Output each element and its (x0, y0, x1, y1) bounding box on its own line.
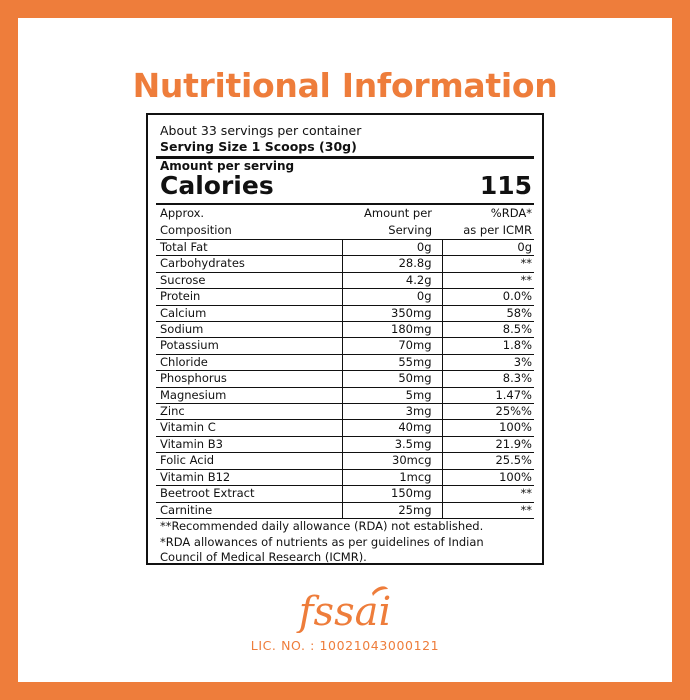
nutrient-rda: 0g (442, 239, 534, 257)
table-row: Magnesium 5mg 1.47% (156, 387, 534, 405)
table-row: Chloride 55mg 3% (156, 354, 534, 372)
nutrient-rda: 8.5% (442, 321, 534, 339)
table-header-row: Approx. Composition Amount per Serving %… (156, 205, 534, 240)
nutrient-amount: 1mcg (342, 469, 443, 487)
nutrient-amount: 40mg (342, 419, 443, 437)
fssai-leaf-icon (372, 586, 388, 596)
table-row: Folic Acid 30mcg 25.5% (156, 452, 534, 470)
nutrient-rda: 100% (442, 419, 534, 437)
thick-rule (156, 156, 534, 159)
nutrient-amount: 4.2g (342, 272, 443, 290)
nutrient-amount: 180mg (342, 321, 443, 339)
table-row: Total Fat 0g 0g (156, 239, 534, 257)
nutrient-rda: 0.0% (442, 288, 534, 306)
table-row: Sucrose 4.2g ** (156, 272, 534, 290)
table-row: Carbohydrates 28.8g ** (156, 255, 534, 273)
header-composition: Approx. Composition (156, 205, 342, 240)
nutrient-name: Vitamin C (156, 419, 343, 437)
nutrient-name: Sucrose (156, 272, 343, 290)
nutrient-rda: 25%% (442, 403, 534, 421)
nutrient-rda: 100% (442, 469, 534, 487)
table-row: Vitamin C 40mg 100% (156, 419, 534, 437)
nutrient-amount: 0g (342, 239, 443, 257)
calories-rule (156, 203, 534, 205)
page-title: Nutritional Information (132, 66, 558, 105)
nutrition-facts-panel: About 33 servings per container Serving … (146, 113, 544, 565)
nutrient-rda: 1.8% (442, 337, 534, 355)
nutrient-rda: ** (442, 272, 534, 290)
nutrient-rda: ** (442, 485, 534, 503)
nutrient-amount: 3.5mg (342, 436, 443, 454)
nutrient-name: Potassium (156, 337, 343, 355)
nutrient-rda: 58% (442, 305, 534, 323)
nutrient-name: Carbohydrates (156, 255, 343, 273)
nutrient-amount: 30mcg (342, 452, 443, 470)
nutrient-amount: 5mg (342, 387, 443, 405)
nutrient-name: Chloride (156, 354, 343, 372)
table-row: Carnitine 25mg ** (156, 502, 534, 519)
nutrient-name: Calcium (156, 305, 343, 323)
nutrient-amount: 150mg (342, 485, 443, 503)
nutrient-name: Folic Acid (156, 452, 343, 470)
table-row: Vitamin B12 1mcg 100% (156, 469, 534, 487)
footnote-icmr-line1: *RDA allowances of nutrients as per guid… (160, 535, 484, 549)
nutrient-rda: 21.9% (442, 436, 534, 454)
calories-label: Calories (160, 171, 274, 200)
nutrient-rda: 3% (442, 354, 534, 372)
nutrient-name: Phosphorus (156, 370, 343, 388)
nutrient-amount: 3mg (342, 403, 443, 421)
calories-value: 115 (479, 171, 532, 200)
table-row: Vitamin B3 3.5mg 21.9% (156, 436, 534, 454)
amount-per-serving-label: Amount per serving (160, 159, 295, 173)
nutrient-amount: 55mg (342, 354, 443, 372)
nutrient-rda: ** (442, 255, 534, 273)
calories-row: Calories 115 (160, 171, 532, 201)
nutrient-amount: 28.8g (342, 255, 443, 273)
nutrient-name: Vitamin B12 (156, 469, 343, 487)
nutrient-name: Total Fat (156, 239, 343, 257)
nutrient-rda: ** (442, 502, 534, 519)
nutrient-table: Approx. Composition Amount per Serving %… (156, 205, 534, 519)
header-amount: Amount per Serving (342, 205, 442, 240)
nutrient-name: Beetroot Extract (156, 485, 343, 503)
table-row: Potassium 70mg 1.8% (156, 337, 534, 355)
license-number: LIC. NO. : 10021043000121 (250, 638, 440, 653)
footnote-icmr-line2: Council of Medical Research (ICMR). (160, 550, 367, 564)
nutrient-amount: 70mg (342, 337, 443, 355)
table-row: Protein 0g 0.0% (156, 288, 534, 306)
nutrient-rda: 8.3% (442, 370, 534, 388)
nutrient-amount: 50mg (342, 370, 443, 388)
nutrient-rda: 1.47% (442, 387, 534, 405)
nutrient-rda: 25.5% (442, 452, 534, 470)
fssai-logo-text: fssai (296, 589, 392, 633)
table-row: Calcium 350mg 58% (156, 305, 534, 323)
table-row: Zinc 3mg 25%% (156, 403, 534, 421)
nutrient-name: Magnesium (156, 387, 343, 405)
nutrient-name: Vitamin B3 (156, 436, 343, 454)
nutrient-name: Zinc (156, 403, 343, 421)
nutrient-amount: 25mg (342, 502, 443, 519)
header-rda: %RDA* as per ICMR (442, 205, 534, 240)
nutrient-name: Protein (156, 288, 343, 306)
table-row: Beetroot Extract 150mg ** (156, 485, 534, 503)
servings-per-container: About 33 servings per container (160, 123, 362, 138)
inner-frame (13, 13, 677, 687)
serving-size: Serving Size 1 Scoops (30g) (160, 139, 357, 154)
fssai-logo: fssai (296, 586, 392, 633)
footnote-rda-not-established: **Recommended daily allowance (RDA) not … (160, 519, 484, 533)
nutrient-amount: 350mg (342, 305, 443, 323)
nutrient-name: Carnitine (156, 502, 343, 519)
nutrient-name: Sodium (156, 321, 343, 339)
table-row: Phosphorus 50mg 8.3% (156, 370, 534, 388)
nutrient-amount: 0g (342, 288, 443, 306)
table-row: Sodium 180mg 8.5% (156, 321, 534, 339)
